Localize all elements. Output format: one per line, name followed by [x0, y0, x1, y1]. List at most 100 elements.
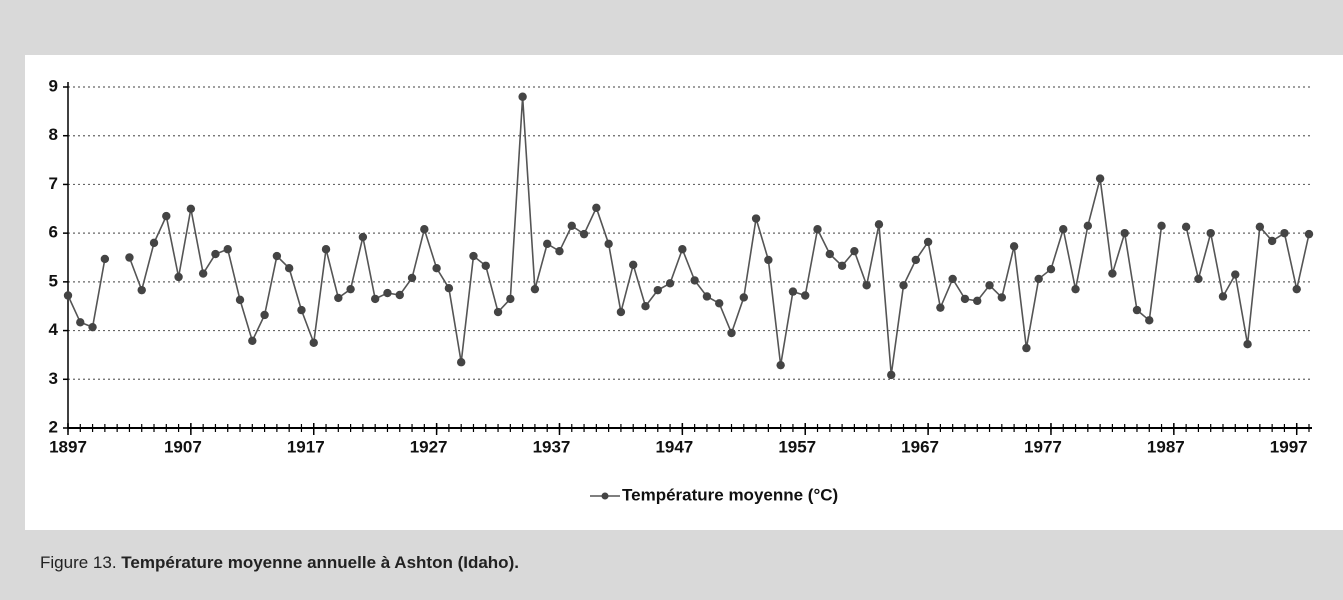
- data-point: [211, 249, 220, 259]
- data-point: [579, 229, 589, 239]
- data-point: [125, 253, 134, 262]
- data-point: [383, 288, 392, 298]
- caption-title: Température moyenne annuelle à Ashton (I…: [121, 553, 519, 572]
- data-point: [248, 336, 257, 346]
- data-point: [653, 285, 662, 295]
- data-point: [1059, 225, 1068, 234]
- data-point: [604, 239, 613, 249]
- data-point: [297, 305, 306, 315]
- data-point: [1280, 228, 1289, 238]
- data-point: [739, 293, 748, 302]
- data-point: [1157, 221, 1166, 231]
- data-point: [88, 322, 97, 332]
- data-point: [641, 302, 650, 311]
- y-tick-label: 7: [49, 174, 58, 193]
- data-point: [1034, 274, 1043, 284]
- data-point: [100, 254, 110, 264]
- x-tick-label: 1977: [1024, 437, 1062, 456]
- caption-label: Figure 13.: [40, 553, 117, 572]
- data-point: [764, 255, 773, 265]
- data-point: [1009, 242, 1019, 251]
- x-tick-label: 1957: [778, 437, 816, 456]
- data-point: [174, 272, 183, 282]
- data-point: [837, 261, 847, 270]
- data-point: [235, 295, 245, 305]
- data-point: [444, 283, 454, 293]
- data-point: [395, 290, 404, 300]
- data-point: [469, 251, 478, 261]
- x-tick-label: 1947: [655, 437, 693, 456]
- data-point: [911, 255, 921, 265]
- data-point: [887, 370, 896, 380]
- data-point: [1120, 228, 1129, 238]
- y-tick-label: 3: [49, 369, 58, 388]
- chart-panel: [25, 55, 1343, 530]
- chart: 2 3 4 5 6 7 8 9 1897 1907 1917 1927 1937 1947 1957 1967…: [25, 55, 1343, 530]
- data-point: [936, 303, 945, 312]
- data-point: [850, 246, 859, 256]
- data-point: [1046, 264, 1056, 274]
- data-point: [481, 261, 490, 270]
- data-point: [592, 203, 601, 213]
- data-point: [1022, 343, 1031, 353]
- data-point: [813, 225, 822, 234]
- data-point: [1243, 340, 1252, 349]
- data-point: [788, 287, 798, 296]
- data-point: [751, 214, 761, 223]
- data-point: [715, 299, 724, 308]
- data-point: [1231, 270, 1240, 279]
- data-point: [530, 284, 540, 294]
- data-point: [358, 232, 368, 242]
- legend-label: Température moyenne (°C): [622, 485, 838, 504]
- y-tick-label: 2: [49, 417, 58, 436]
- data-point: [1206, 228, 1215, 238]
- data-point: [456, 358, 466, 367]
- data-point: [997, 293, 1007, 302]
- data-point: [1292, 284, 1301, 294]
- data-point: [665, 279, 675, 288]
- x-tick-label: 1967: [901, 437, 939, 456]
- data-point: [1132, 305, 1142, 315]
- data-point: [874, 220, 884, 229]
- data-point: [334, 293, 343, 303]
- data-point: [690, 276, 699, 285]
- data-point: [923, 237, 933, 247]
- data-point: [702, 292, 712, 301]
- data-point: [555, 246, 564, 256]
- x-tick-label: 1997: [1270, 437, 1308, 456]
- data-point: [899, 281, 908, 290]
- x-tick-label: 1937: [533, 437, 571, 456]
- data-point: [370, 294, 380, 304]
- data-point: [260, 310, 269, 320]
- data-point: [223, 245, 232, 254]
- legend-marker: [601, 492, 609, 500]
- data-point: [346, 284, 355, 294]
- data-point: [506, 294, 515, 304]
- x-tick-label: 1907: [164, 437, 202, 456]
- y-tick-label: 4: [49, 320, 59, 339]
- data-point: [198, 269, 208, 278]
- data-point: [321, 245, 331, 254]
- data-point: [1255, 222, 1265, 232]
- data-point: [542, 239, 552, 249]
- data-point: [1108, 269, 1117, 278]
- data-point: [309, 338, 318, 347]
- y-tick-label: 8: [49, 125, 58, 144]
- y-tick-label: 9: [49, 76, 58, 95]
- data-point: [162, 211, 171, 221]
- x-tick-label: 1897: [49, 437, 87, 456]
- x-tick-label: 1987: [1147, 437, 1185, 456]
- data-point: [825, 249, 835, 259]
- data-point: [678, 245, 687, 254]
- data-point: [76, 318, 85, 327]
- data-point: [149, 238, 159, 248]
- caption: Figure 13. Température moyenne annuelle …: [40, 553, 519, 573]
- y-tick-label: 5: [49, 271, 58, 290]
- data-point: [727, 328, 736, 338]
- data-point: [960, 294, 970, 304]
- data-point: [137, 285, 146, 295]
- data-point: [616, 307, 626, 317]
- data-point: [973, 296, 982, 306]
- data-point: [63, 291, 73, 300]
